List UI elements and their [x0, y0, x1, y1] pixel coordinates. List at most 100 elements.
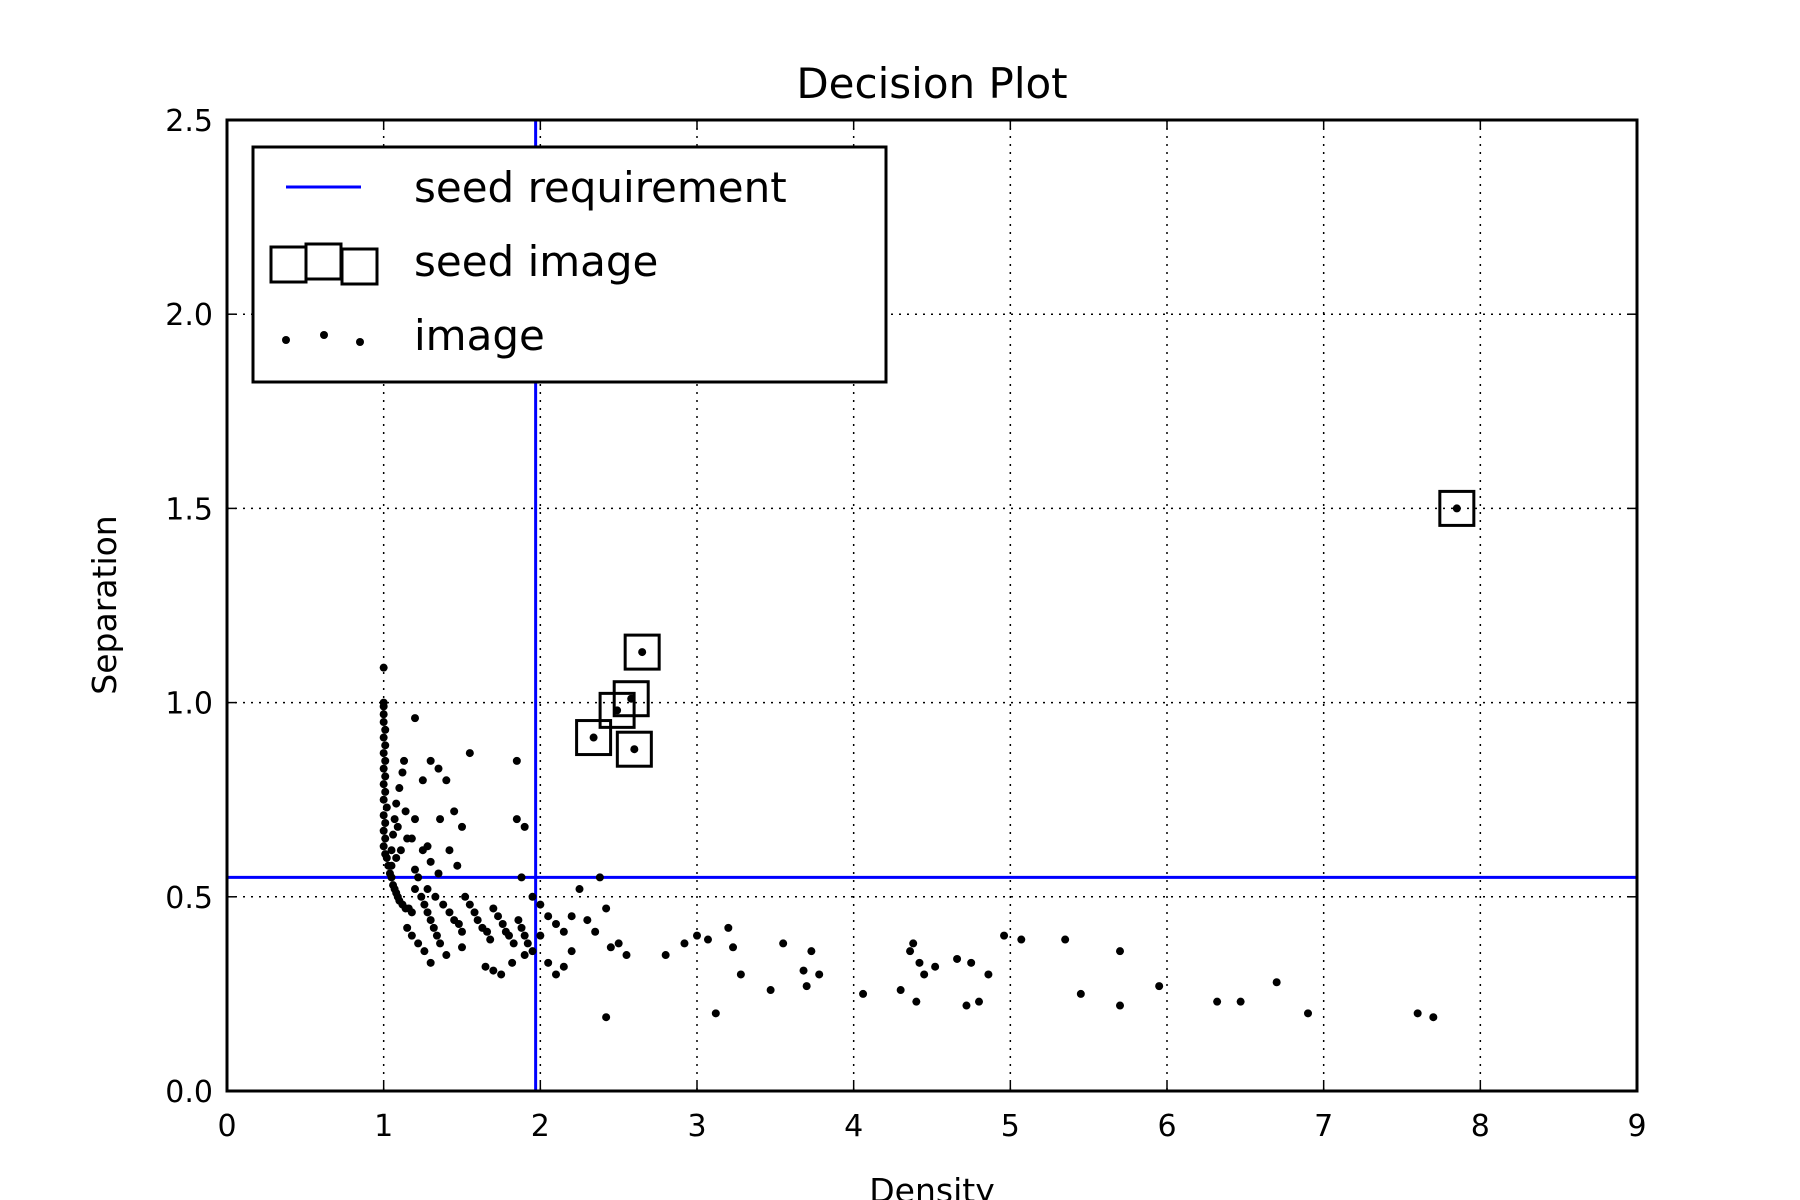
image-point	[423, 885, 432, 894]
image-point	[559, 927, 568, 936]
image-point	[481, 962, 490, 971]
seed-image-point	[589, 733, 598, 742]
image-point	[591, 927, 600, 936]
image-point	[411, 885, 419, 894]
image-point	[381, 725, 390, 734]
image-point	[614, 939, 623, 948]
y-tick-label: 1.5	[165, 492, 213, 527]
image-point	[392, 853, 401, 862]
image-point	[1272, 978, 1281, 987]
image-point	[434, 869, 443, 878]
image-point	[1017, 935, 1026, 944]
x-tick-label: 9	[1627, 1109, 1646, 1144]
image-point	[536, 900, 545, 909]
image-point	[382, 803, 391, 812]
image-point	[1155, 982, 1164, 991]
image-point	[414, 873, 423, 882]
image-point	[906, 947, 915, 956]
image-point	[395, 784, 404, 793]
image-point	[967, 958, 976, 967]
x-tick-label: 4	[844, 1109, 863, 1144]
image-point	[724, 923, 733, 932]
image-point	[514, 916, 523, 925]
image-point	[552, 919, 560, 928]
image-point	[407, 908, 416, 917]
image-point	[799, 966, 808, 975]
image-point	[458, 943, 466, 952]
image-point	[379, 764, 388, 773]
image-point	[703, 935, 712, 944]
image-point	[381, 741, 390, 750]
image-point	[411, 865, 419, 874]
image-point	[1236, 997, 1245, 1006]
x-tick-label: 5	[1001, 1109, 1020, 1144]
image-point	[379, 702, 388, 711]
image-point	[379, 663, 388, 672]
image-point	[915, 958, 924, 967]
image-point	[512, 815, 521, 824]
image-point	[436, 939, 445, 948]
image-point	[382, 853, 391, 862]
y-tick-label: 2.5	[165, 104, 213, 139]
image-point	[431, 892, 440, 901]
image-point	[423, 908, 432, 917]
image-point	[407, 931, 416, 940]
image-point	[1213, 997, 1222, 1006]
seed-image-marker	[623, 633, 661, 671]
image-point	[505, 931, 513, 940]
image-point	[458, 822, 466, 831]
image-point	[434, 764, 443, 773]
image-point	[486, 935, 495, 944]
image-point	[429, 923, 438, 932]
image-point	[465, 900, 474, 909]
seed-image-point	[1452, 504, 1461, 513]
image-point	[381, 834, 390, 843]
image-point	[420, 900, 429, 909]
image-point	[1116, 1001, 1124, 1010]
image-point	[1061, 935, 1070, 944]
image-point	[411, 714, 419, 723]
image-point	[417, 892, 426, 901]
image-point	[387, 873, 396, 882]
image-point	[1000, 931, 1009, 940]
image-point	[379, 811, 388, 820]
y-tick-label: 2.0	[165, 298, 213, 333]
x-tick-label: 0	[217, 1109, 236, 1144]
image-point	[736, 970, 745, 979]
seed-image-point	[613, 706, 622, 715]
image-point	[379, 780, 388, 789]
image-point	[567, 912, 576, 921]
image-point	[396, 846, 405, 855]
image-point	[520, 822, 529, 831]
image-point	[461, 892, 470, 901]
legend-label-seed-requirement: seed requirement	[414, 163, 787, 212]
image-point	[528, 892, 537, 901]
seed-image-marker	[598, 691, 636, 729]
image-point	[379, 710, 388, 719]
image-point	[1116, 947, 1124, 956]
image-point	[559, 962, 568, 971]
legend-dot-swatch-2	[320, 331, 328, 339]
image-point	[606, 943, 615, 952]
image-point	[445, 908, 454, 917]
image-point	[498, 919, 507, 928]
image-point	[552, 970, 560, 979]
image-point	[426, 857, 435, 866]
image-point	[497, 970, 506, 979]
image-point	[661, 951, 670, 960]
image-point	[489, 966, 498, 975]
y-tick-label: 1.0	[165, 687, 213, 722]
legend-label-image: image	[414, 311, 545, 360]
image-point	[962, 1001, 971, 1010]
chart-title: Decision Plot	[796, 59, 1067, 108]
image-point	[379, 733, 388, 742]
image-point	[423, 842, 432, 851]
legend-square-swatch-3	[340, 247, 379, 286]
image-point	[517, 923, 526, 932]
x-tick-label: 7	[1314, 1109, 1333, 1144]
image-point	[859, 989, 868, 998]
image-point	[470, 908, 479, 917]
plot-frame	[225, 118, 1639, 1093]
image-point	[432, 931, 441, 940]
